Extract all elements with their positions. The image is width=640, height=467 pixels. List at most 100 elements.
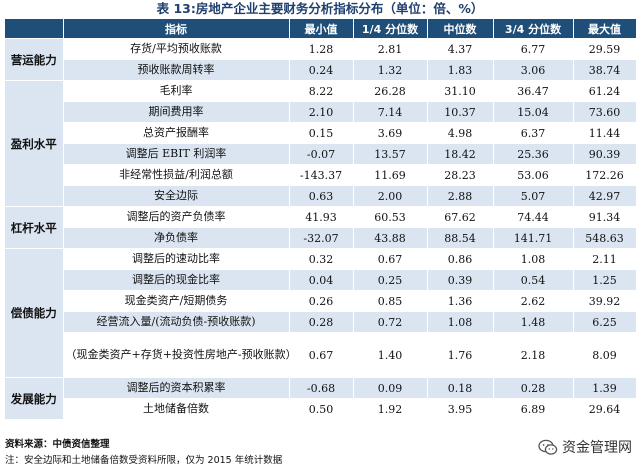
value-cell: 172.26 xyxy=(573,164,637,186)
indicator-cell: 调整后的资产负债率 xyxy=(63,206,290,228)
indicator-cell: 调整后的速动比率 xyxy=(63,248,290,270)
category-cell: 盈利水平 xyxy=(5,80,64,207)
value-cell: 67.62 xyxy=(427,206,494,228)
value-cell: 6.89 xyxy=(493,398,574,420)
value-cell: 3.69 xyxy=(353,122,428,144)
table-row: 调整后的现金比率 0.04 0.25 0.39 0.54 1.25 xyxy=(5,269,637,291)
value-cell: 1.39 xyxy=(573,377,637,399)
value-cell: 29.59 xyxy=(573,38,637,60)
value-cell: 0.28 xyxy=(493,377,574,399)
table-row: 总资产报酬率 0.15 3.69 4.98 6.37 11.44 xyxy=(5,122,637,144)
table-row: 预收账款周转率 0.24 1.32 1.83 3.06 38.74 xyxy=(5,59,637,81)
indicator-cell: 现金类资产/短期债务 xyxy=(63,290,290,312)
value-cell: 11.69 xyxy=(353,164,428,186)
indicator-cell: 预收账款周转率 xyxy=(63,59,290,81)
value-cell: 90.39 xyxy=(573,143,637,165)
table-row: （现金类资产+存货+投资性房地产-预收账款）/全部债务0.671.401.762… xyxy=(5,332,637,378)
value-cell: 31.10 xyxy=(427,80,494,102)
value-cell: 0.18 xyxy=(427,377,494,399)
value-cell: 0.04 xyxy=(289,269,354,291)
value-cell: 1.76 xyxy=(427,332,494,378)
value-cell: 1.08 xyxy=(493,248,574,270)
value-cell: 0.67 xyxy=(289,332,354,378)
value-cell: 0.26 xyxy=(289,290,354,312)
value-cell: 1.40 xyxy=(353,332,428,378)
table-row: 营运能力 存货/平均预收账款 1.28 2.81 4.37 6.77 29.59 xyxy=(5,38,637,81)
table-row: 发展能力 调整后的资本积累率 -0.68 0.09 0.18 0.28 1.39 xyxy=(5,377,637,420)
value-cell: 0.67 xyxy=(353,248,428,270)
indicator-cell: 经营流入量/(流动负债-预收账款) xyxy=(63,311,290,333)
value-cell: 0.54 xyxy=(493,269,574,291)
value-cell: 6.37 xyxy=(493,122,574,144)
value-cell: 91.34 xyxy=(573,206,637,228)
value-cell: 1.36 xyxy=(427,290,494,312)
value-cell: -0.07 xyxy=(289,143,354,165)
category-cell: 杠杆水平 xyxy=(5,206,64,249)
indicator-cell: 净负债率 xyxy=(63,227,290,249)
value-cell: 73.60 xyxy=(573,101,637,123)
value-cell: 61.24 xyxy=(573,80,637,102)
value-cell: 1.32 xyxy=(353,59,428,81)
value-cell: 60.53 xyxy=(353,206,428,228)
value-cell: 88.54 xyxy=(427,227,494,249)
value-cell: 18.42 xyxy=(427,143,494,165)
value-cell: 3.06 xyxy=(493,59,574,81)
value-cell: 41.93 xyxy=(289,206,354,228)
indicator-cell: 调整后 EBIT 利润率 xyxy=(63,143,290,165)
source-note: 资料来源：中债资信整理 xyxy=(5,439,110,450)
value-cell: 6.77 xyxy=(493,38,574,60)
value-cell: 25.36 xyxy=(493,143,574,165)
header-row: 指标 最小值 1/4 分位数 中位数 3/4 分位数 最大值 xyxy=(5,19,637,39)
table-row: 净负债率 -32.07 43.88 88.54 141.71 548.63 xyxy=(5,227,637,249)
value-cell: 2.62 xyxy=(493,290,574,312)
value-cell: 0.72 xyxy=(353,311,428,333)
value-cell: 1.08 xyxy=(427,311,494,333)
table-row: 安全边际 0.63 2.00 2.88 5.07 42.97 xyxy=(5,185,637,207)
value-cell: 4.98 xyxy=(427,122,494,144)
value-cell: 0.24 xyxy=(289,59,354,81)
value-cell: 43.88 xyxy=(353,227,428,249)
value-cell: 5.07 xyxy=(493,185,574,207)
value-cell: -0.68 xyxy=(289,377,354,399)
value-cell: 8.22 xyxy=(289,80,354,102)
value-cell: 1.92 xyxy=(353,398,428,420)
table-row: 偿债能力 调整后的速动比率 0.32 0.67 0.86 1.08 2.11 xyxy=(5,248,637,378)
watermark: 资金管理网 xyxy=(536,436,634,458)
table-row: 调整后 EBIT 利润率 -0.07 13.57 18.42 25.36 90.39 xyxy=(5,143,637,165)
value-cell: 141.71 xyxy=(493,227,574,249)
value-cell: 1.48 xyxy=(493,311,574,333)
value-cell: -143.37 xyxy=(289,164,354,186)
value-cell: 0.86 xyxy=(427,248,494,270)
value-cell: 0.28 xyxy=(289,311,354,333)
indicator-cell: 非经常性损益/利润总额 xyxy=(63,164,290,186)
value-cell: 3.95 xyxy=(427,398,494,420)
value-cell: 53.06 xyxy=(493,164,574,186)
footnote: 注：安全边际和土地储备倍数受资料所限，仅为 2015 年统计数据 xyxy=(5,455,283,466)
table-body: 营运能力 存货/平均预收账款 1.28 2.81 4.37 6.77 29.59 预收账款周转… xyxy=(5,38,637,420)
value-cell: 4.37 xyxy=(427,38,494,60)
table-row: 期间费用率 2.10 7.14 10.37 15.04 73.60 xyxy=(5,101,637,123)
value-cell: 0.63 xyxy=(289,185,354,207)
value-cell: 6.25 xyxy=(573,311,637,333)
value-cell: 11.44 xyxy=(573,122,637,144)
wechat-icon xyxy=(538,439,558,455)
value-cell: 2.18 xyxy=(493,332,574,378)
value-cell: 0.15 xyxy=(289,122,354,144)
value-cell: 8.09 xyxy=(573,332,637,378)
table-row: 杠杆水平 调整后的资产负债率 41.93 60.53 67.62 74.44 91.34 xyxy=(5,206,637,249)
table-row: 现金类资产/短期债务 0.26 0.85 1.36 2.62 39.92 xyxy=(5,290,637,312)
table-row: 非经常性损益/利润总额 -143.37 11.69 28.23 53.06 172.26 xyxy=(5,164,637,186)
financial-indicator-table: 指标 最小值 1/4 分位数 中位数 3/4 分位数 最大值 营运能力 存货/平均… xyxy=(5,19,637,420)
value-cell: 28.23 xyxy=(427,164,494,186)
table-row: 盈利水平 毛利率 8.22 26.28 31.10 36.47 61.24 xyxy=(5,80,637,207)
value-cell: 0.32 xyxy=(289,248,354,270)
value-cell: 7.14 xyxy=(353,101,428,123)
indicator-cell: 存货/平均预收账款 xyxy=(63,38,290,60)
value-cell: 1.83 xyxy=(427,59,494,81)
indicator-cell: 毛利率 xyxy=(63,80,290,102)
indicator-cell: 调整后的现金比率 xyxy=(63,269,290,291)
indicator-cell: 安全边际 xyxy=(63,185,290,207)
value-cell: 26.28 xyxy=(353,80,428,102)
category-cell: 偿债能力 xyxy=(5,248,64,378)
value-cell: 0.85 xyxy=(353,290,428,312)
